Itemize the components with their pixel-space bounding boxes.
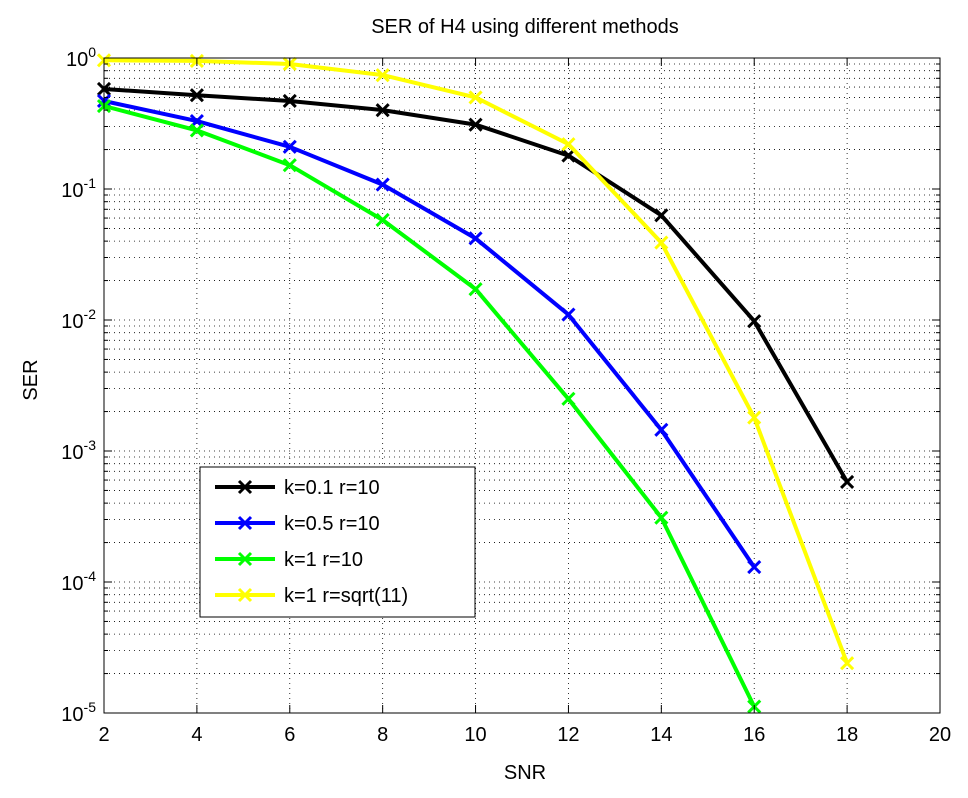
y-tick-label: 10-3	[61, 437, 96, 464]
y-tick-label: 10-1	[61, 175, 96, 202]
series-line	[103, 104, 756, 708]
data-point	[468, 117, 483, 132]
chart-title: SER of H4 using different methods	[371, 16, 679, 38]
legend-box	[199, 466, 476, 618]
axes-frame	[103, 57, 941, 714]
axis-ticks: 2 4 6 8 10 12 14 16 18 20 100 10-1 10-2 10-3 10-4 10-5	[61, 44, 951, 746]
x-tick-label: 18	[836, 724, 858, 746]
legend-marker	[237, 515, 253, 531]
data-point	[654, 208, 669, 223]
legend-label: k=1 r=10	[284, 549, 363, 571]
x-tick-label: 4	[191, 724, 202, 746]
data-point	[189, 88, 204, 103]
data-point	[282, 158, 297, 173]
y-axis-label: SER	[20, 359, 42, 400]
legend-entry: k=1 r=sqrt(11)	[215, 585, 408, 607]
data-point	[654, 510, 669, 525]
data-point	[840, 474, 855, 490]
data-point	[282, 93, 297, 109]
legend: k=0.1 r=10 k=0.5 r=10 k=1 r=10 k=1 r=sqrt(1…	[199, 466, 476, 618]
legend-marker	[237, 551, 253, 567]
x-tick-label: 2	[98, 724, 109, 746]
data-point	[375, 212, 390, 228]
data-point	[654, 422, 669, 437]
legend-label: k=1 r=sqrt(11)	[284, 585, 408, 607]
x-tick-label: 6	[284, 724, 295, 746]
data-point	[282, 139, 297, 154]
legend-entry: k=0.5 r=10	[215, 513, 380, 535]
data-point	[468, 90, 483, 105]
x-axis-label: SNR	[504, 762, 546, 784]
legend-label: k=0.5 r=10	[284, 513, 380, 535]
data-point	[747, 410, 762, 425]
legend-marker	[237, 479, 253, 495]
data-point	[747, 560, 762, 575]
legend-entry: k=1 r=10	[215, 549, 363, 571]
x-tick-label: 20	[929, 724, 951, 746]
series-lines	[96, 53, 855, 714]
y-tick-label: 10-5	[61, 699, 96, 726]
data-point	[375, 177, 390, 192]
x-tick-label: 12	[557, 724, 579, 746]
data-point	[468, 282, 483, 297]
series-3	[96, 98, 762, 714]
legend-entry: k=0.1 r=10	[215, 477, 380, 499]
data-point	[468, 231, 483, 246]
data-point	[654, 235, 669, 250]
y-tick-label: 10-2	[61, 306, 96, 333]
x-tick-label: 16	[743, 724, 765, 746]
legend-marker	[237, 587, 253, 603]
data-point	[840, 656, 855, 671]
data-point	[375, 103, 390, 118]
data-point	[561, 148, 576, 163]
data-point	[561, 307, 576, 322]
series-line	[103, 99, 756, 569]
x-tick-label: 14	[650, 724, 672, 746]
legend-label: k=0.1 r=10	[284, 477, 380, 499]
data-point	[561, 391, 576, 406]
y-tick-label: 100	[66, 44, 96, 71]
data-point	[747, 314, 762, 329]
y-tick-label: 10-4	[61, 568, 96, 595]
x-tick-label: 10	[464, 724, 486, 746]
data-point	[189, 123, 204, 138]
data-point	[561, 137, 576, 152]
data-point	[375, 68, 390, 83]
x-tick-label: 8	[377, 724, 388, 746]
